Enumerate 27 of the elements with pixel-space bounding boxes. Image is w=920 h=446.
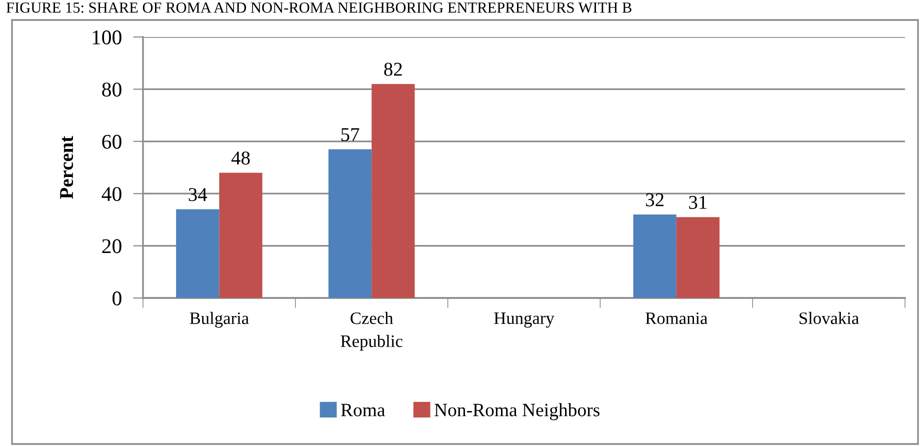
data-label: 32 xyxy=(646,193,664,206)
data-label: 31 xyxy=(689,196,707,209)
x-tick-label: Hungary xyxy=(494,312,554,328)
data-label: 57 xyxy=(341,128,360,142)
bar xyxy=(372,84,415,298)
bar xyxy=(328,149,372,298)
y-tick-label: 20 xyxy=(102,239,122,254)
bar xyxy=(219,172,262,298)
y-axis-title: Percent xyxy=(60,136,74,199)
chart-title: FIGURE 15: SHARE OF ROMA AND NON-ROMA NEIGHBORING ENTREPRENEURS WITH B xyxy=(6,2,632,13)
x-tick-label: Slovakia xyxy=(800,312,859,324)
bar xyxy=(176,209,220,298)
x-tick-label: Czech Republic xyxy=(340,312,402,351)
y-tick-label: 0 xyxy=(112,291,122,306)
bar xyxy=(633,214,676,298)
data-label: 48 xyxy=(231,151,250,165)
x-tick-label: Bulgaria xyxy=(190,312,249,328)
y-tick-label: 60 xyxy=(102,134,122,149)
data-label: 34 xyxy=(188,188,208,202)
x-tick-label: Romania xyxy=(646,312,708,324)
legend-label: Roma xyxy=(341,404,386,416)
legend-label: Non-Roma Neighbors xyxy=(434,403,600,420)
bar xyxy=(676,217,720,298)
y-tick-label: 40 xyxy=(102,186,122,202)
y-tick-label: 80 xyxy=(102,82,122,97)
y-tick-label: 100 xyxy=(92,30,122,44)
data-label: 82 xyxy=(384,62,402,76)
